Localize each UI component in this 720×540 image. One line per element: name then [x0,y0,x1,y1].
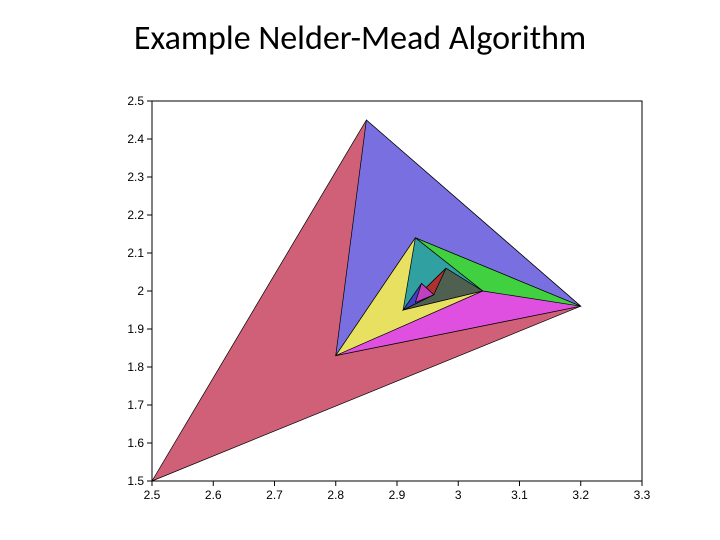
ytick-label: 1.7 [127,398,144,412]
triangle-chart [120,95,650,505]
xtick-label: 2.5 [132,488,172,502]
ytick-label: 2.2 [127,208,144,222]
xtick-label: 2.8 [316,488,356,502]
slide-root: { "title": { "text": "Example Nelder-Mea… [0,0,720,540]
xtick-label: 3 [438,488,478,502]
ytick-label: 2.5 [127,94,144,108]
xtick-label: 3.2 [561,488,601,502]
xtick-label: 2.9 [377,488,417,502]
xtick-label: 2.7 [255,488,295,502]
ytick-label: 2.3 [127,170,144,184]
ytick-label: 1.8 [127,360,144,374]
xtick-label: 3.3 [622,488,662,502]
xtick-label: 2.6 [193,488,233,502]
chart-container: 1.5 1.6 1.7 1.8 1.9 2 2.1 2.2 2.3 2.4 2.5 2.5 2.6 2.7… [120,95,650,505]
ytick-label: 2.4 [127,132,144,146]
ytick-label: 1.9 [127,322,144,336]
ytick-label: 1.5 [127,474,144,488]
ytick-label: 2.1 [127,246,144,260]
xtick-label: 3.1 [500,488,540,502]
ytick-label: 2 [137,284,144,298]
ytick-label: 1.6 [127,436,144,450]
slide-title: Example Nelder-Mead Algorithm [0,18,720,59]
